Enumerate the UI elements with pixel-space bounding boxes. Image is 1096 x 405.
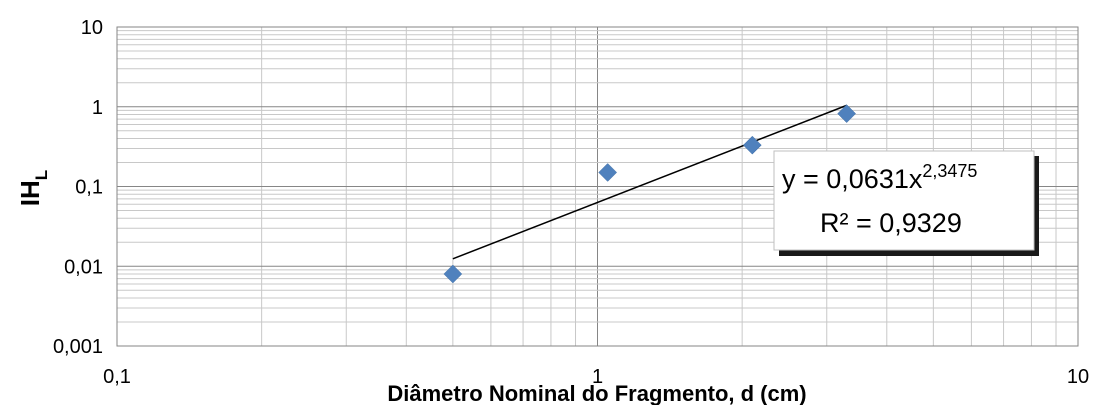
data-point <box>598 163 618 182</box>
data-point <box>742 135 762 155</box>
x-axis-label: Diâmetro Nominal do Fragmento, d (cm) <box>387 381 806 405</box>
equation-text: y = 0,0631x2,3475 <box>782 161 977 194</box>
equation-exponent: 2,3475 <box>922 161 977 181</box>
y-tick-label: 0,01 <box>64 256 103 278</box>
y-axis-label: IHL <box>15 170 51 206</box>
equation-base: y = 0,0631x <box>782 164 923 194</box>
data-point <box>837 104 856 123</box>
y-axis-label-subscript: L <box>32 170 51 180</box>
y-tick-label: 10 <box>81 17 103 39</box>
data-points <box>443 104 856 284</box>
y-tick-label: 1 <box>92 97 103 119</box>
x-tick-label: 1 <box>592 366 603 388</box>
y-tick-label: 0,001 <box>53 336 103 358</box>
data-point <box>443 264 463 284</box>
trendline <box>452 104 847 260</box>
x-tick-label: 10 <box>1067 366 1089 388</box>
y-tick-label: 0,1 <box>75 177 103 199</box>
x-tick-label: 0,1 <box>103 366 131 388</box>
equation-box-background <box>773 150 1035 251</box>
equation-box: y = 0,0631x2,3475 R² = 0,9329 <box>773 150 1039 256</box>
trendline-group <box>452 104 847 260</box>
r-squared-text: R² = 0,9329 <box>820 208 962 238</box>
plot-area-border <box>116 26 1079 347</box>
y-axis-label-main: IH <box>15 180 45 206</box>
